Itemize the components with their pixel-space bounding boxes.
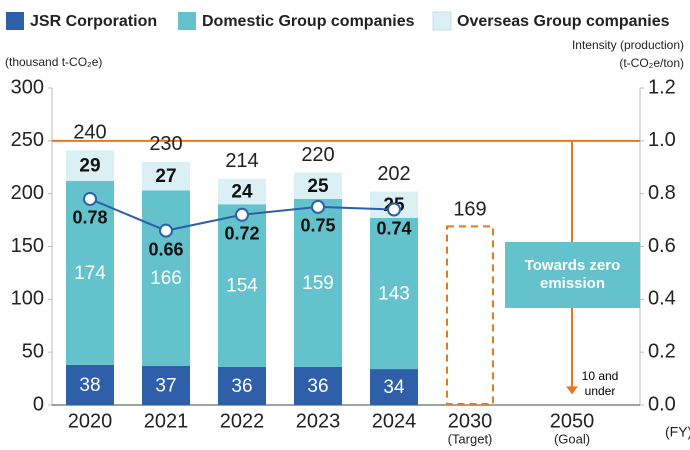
y-tick-label: 250: [11, 129, 44, 151]
intensity-label: 0.72: [224, 224, 259, 244]
legend-swatch: [178, 12, 196, 30]
intensity-label: 0.78: [72, 208, 107, 228]
intensity-point: [159, 223, 173, 238]
y-tick-label: 100: [11, 288, 44, 310]
intensity-label: 0.66: [148, 239, 183, 259]
y-axis-label: (thousand t-CO₂e): [5, 55, 102, 69]
total-label: 202: [377, 163, 410, 185]
bar-value-label: 29: [79, 156, 100, 177]
intensity-label: 0.75: [300, 216, 335, 236]
goal-label: 10 and under: [581, 369, 619, 398]
annotation: Towards zero emission: [505, 242, 640, 308]
y2-tick-label: 0.6: [648, 235, 676, 257]
legend-label: JSR Corporation: [30, 13, 157, 30]
bar-value-label: 24: [231, 182, 253, 203]
y2-tick-label: 0.0: [648, 393, 676, 415]
bar: [66, 364, 114, 405]
target-bar: [446, 225, 494, 405]
bar-value-label: 174: [74, 263, 106, 284]
bar: [370, 369, 418, 405]
y2-tick-label: 0.4: [648, 288, 676, 310]
bar-value-label: 37: [155, 375, 176, 396]
intensity-point: [83, 191, 97, 206]
bar: [370, 217, 418, 370]
bar: [218, 178, 266, 205]
bar: [294, 366, 342, 405]
bar: [294, 198, 342, 367]
y2-tick-label: 0.8: [648, 182, 676, 204]
bar-value-label: 38: [79, 375, 100, 396]
y2-axis-label: Intensity (production): [572, 38, 684, 52]
bar: [218, 366, 266, 405]
legend-swatch: [432, 11, 452, 31]
y2-axis-unit: (t-CO₂e/ton): [619, 56, 684, 70]
x-tick-note: (Goal): [554, 431, 590, 446]
y-tick-label: 300: [11, 76, 44, 98]
y-tick-label: 200: [11, 182, 44, 204]
legend-label: Domestic Group companies: [202, 13, 415, 30]
bar: [142, 365, 190, 405]
y2-tick-label: 1.2: [648, 76, 676, 98]
bar: [66, 150, 114, 181]
bar: [66, 180, 114, 365]
y-tick-label: 0: [33, 393, 44, 415]
total-label: 230: [149, 133, 182, 155]
x-tick-label: 2050: [550, 410, 595, 432]
y2-tick-label: 0.2: [648, 340, 676, 362]
bar-value-label: 27: [155, 166, 176, 187]
bar-value-label: 159: [302, 273, 334, 294]
bar-value-label: 25: [307, 176, 329, 197]
bar: [142, 190, 190, 366]
legend-label: Overseas Group companies: [457, 13, 670, 30]
goal-arrowhead: [566, 386, 578, 395]
x-tick-label: 2030: [448, 410, 493, 432]
x-axis-label: (FY): [665, 424, 690, 440]
y2-tick-label: 1.0: [648, 129, 676, 151]
bar: [218, 204, 266, 367]
bar-value-label: 36: [307, 376, 328, 397]
bar: [294, 172, 342, 199]
y-tick-label: 50: [22, 340, 44, 362]
x-tick-label: 2023: [296, 410, 341, 432]
bar-value-label: 166: [150, 268, 182, 289]
y-tick-label: 150: [11, 235, 44, 257]
x-tick-label: 2024: [372, 410, 417, 432]
x-tick-label: 2020: [68, 410, 113, 432]
intensity-point: [235, 207, 249, 222]
total-label: 214: [225, 150, 258, 172]
bar-value-label: 143: [378, 284, 410, 305]
x-tick-label: 2022: [220, 410, 265, 432]
target-label: 169: [453, 199, 486, 221]
total-label: 220: [301, 144, 334, 166]
bar-value-label: 36: [231, 376, 252, 397]
bar-value-label: 154: [226, 276, 258, 297]
intensity-point: [387, 202, 401, 217]
x-tick-note: (Target): [448, 431, 493, 446]
intensity-point: [311, 199, 325, 214]
total-label: 240: [73, 122, 106, 144]
bar: [142, 161, 190, 191]
bar-value-label: 34: [383, 377, 405, 398]
x-tick-label: 2021: [144, 410, 189, 432]
intensity-label: 0.74: [376, 218, 411, 238]
legend-swatch: [6, 12, 24, 30]
